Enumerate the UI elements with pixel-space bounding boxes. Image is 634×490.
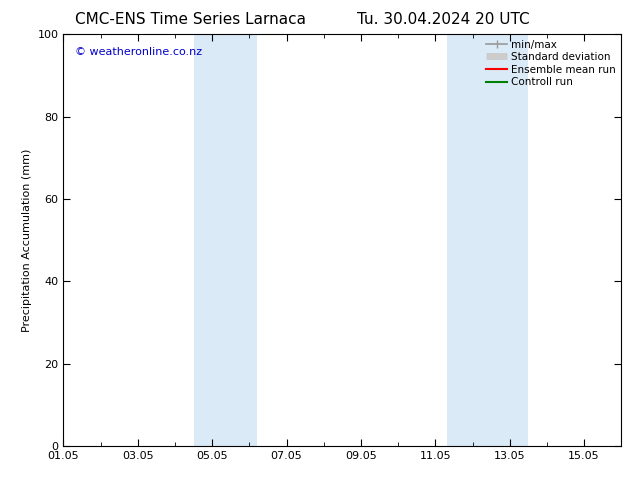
Text: Tu. 30.04.2024 20 UTC: Tu. 30.04.2024 20 UTC bbox=[358, 12, 530, 27]
Legend: min/max, Standard deviation, Ensemble mean run, Controll run: min/max, Standard deviation, Ensemble me… bbox=[484, 37, 618, 89]
Text: © weatheronline.co.nz: © weatheronline.co.nz bbox=[75, 47, 202, 57]
Bar bbox=[193, 34, 257, 446]
Text: CMC-ENS Time Series Larnaca: CMC-ENS Time Series Larnaca bbox=[75, 12, 306, 27]
Y-axis label: Precipitation Accumulation (mm): Precipitation Accumulation (mm) bbox=[22, 148, 32, 332]
Bar bbox=[446, 34, 528, 446]
